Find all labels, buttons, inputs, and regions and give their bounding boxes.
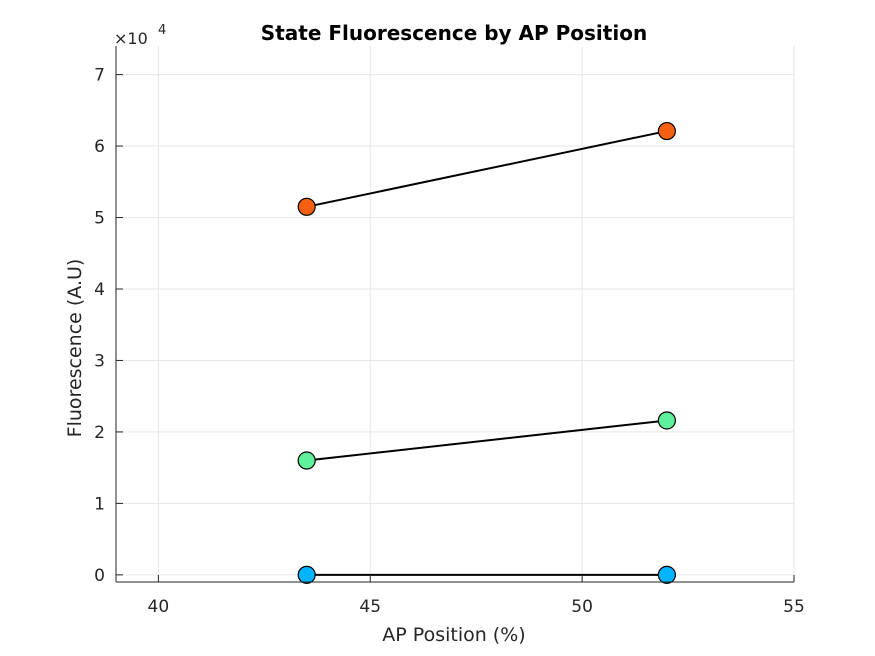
x-tick-label: 50 xyxy=(571,597,593,617)
x-axis-label: AP Position (%) xyxy=(382,624,525,646)
data-point xyxy=(657,411,676,430)
y-tick-label: 4 xyxy=(94,280,105,300)
data-point xyxy=(297,451,316,470)
svg-text:×10: ×10 xyxy=(114,29,148,48)
y-multiplier: ×10 4 xyxy=(114,23,166,48)
data-point xyxy=(297,197,316,216)
data-point xyxy=(657,565,676,584)
chart-title: State Fluorescence by AP Position xyxy=(261,21,647,45)
y-multiplier-exponent: 4 xyxy=(158,23,166,38)
axes xyxy=(115,46,795,583)
x-tick-label: 45 xyxy=(359,597,381,617)
data-point xyxy=(297,565,316,584)
data-point xyxy=(657,121,676,141)
y-tick-label: 6 xyxy=(94,137,105,157)
y-tick-label: 7 xyxy=(94,66,105,86)
x-tick-label: 55 xyxy=(783,597,805,617)
series-line xyxy=(306,130,668,208)
series-layer xyxy=(297,121,676,584)
y-tick-label: 2 xyxy=(94,423,105,443)
series-line xyxy=(306,419,667,462)
y-axis-label: Fluorescence (A.U) xyxy=(64,259,86,438)
y-tick-label: 1 xyxy=(94,494,105,514)
y-tick-label: 0 xyxy=(94,566,105,586)
y-tick-label: 3 xyxy=(94,351,105,371)
x-tick-label: 40 xyxy=(148,597,170,617)
y-tick-label: 5 xyxy=(94,209,105,229)
